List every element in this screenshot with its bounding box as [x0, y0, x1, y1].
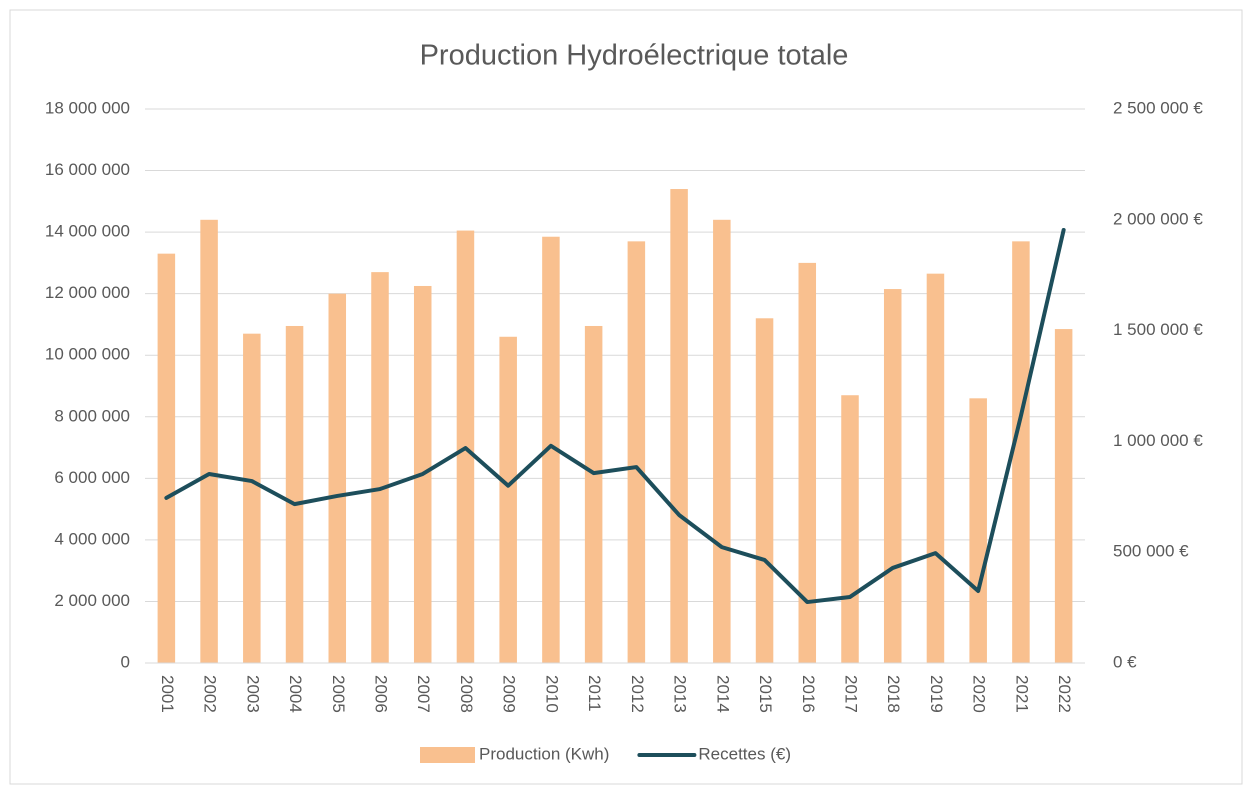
- bar: [542, 236, 560, 663]
- y-tick-label: 10 000 000: [45, 345, 130, 364]
- y2-tick-label: 500 000 €: [1113, 542, 1189, 561]
- bar: [841, 395, 859, 663]
- y2-tick-label: 2 500 000 €: [1113, 98, 1203, 117]
- y-tick-label: 0: [121, 652, 130, 671]
- x-tick-label: 2017: [842, 675, 861, 713]
- bar: [157, 253, 176, 663]
- x-tick-label: 2008: [457, 675, 476, 713]
- x-tick-label: 2013: [671, 675, 690, 713]
- x-tick-label: 2009: [500, 675, 519, 713]
- x-tick-label: 2001: [158, 675, 177, 713]
- bar: [798, 262, 817, 663]
- y-tick-label: 18 000 000: [45, 98, 130, 117]
- bar: [1054, 329, 1073, 663]
- legend-label: Production (Kwh): [479, 744, 609, 763]
- line: [164, 227, 1066, 605]
- y2-tick-label: 1 000 000 €: [1113, 431, 1203, 450]
- y-tick-label: 16 000 000: [45, 160, 130, 179]
- x-tick-label: 2014: [713, 675, 732, 713]
- y-tick-label: 8 000 000: [54, 406, 130, 425]
- y-tick-label: 4 000 000: [54, 529, 130, 548]
- x-tick-label: 2002: [201, 675, 220, 713]
- bar: [285, 325, 304, 663]
- y-tick-label: 14 000 000: [45, 222, 130, 241]
- chart-title: Production Hydroélectrique totale: [420, 40, 849, 72]
- x-tick-label: 2003: [243, 675, 262, 713]
- x-tick-label: 2018: [884, 675, 903, 713]
- x-tick-label: 2005: [329, 675, 348, 713]
- bar: [243, 333, 261, 663]
- x-tick-label: 2020: [970, 675, 989, 713]
- bar: [670, 189, 688, 663]
- legend-label: Recettes (€): [698, 744, 791, 763]
- x-tick-label: 2010: [542, 675, 561, 713]
- x-tick-label: 2016: [799, 675, 818, 713]
- bar: [1012, 241, 1030, 663]
- x-tick-label: 2012: [628, 675, 647, 713]
- bar: [200, 219, 218, 664]
- y-tick-label: 6 000 000: [54, 468, 130, 487]
- bar: [499, 336, 517, 663]
- x-tick-label: 2007: [414, 675, 433, 713]
- bar: [926, 273, 945, 663]
- y2-tick-label: 2 000 000 €: [1113, 209, 1203, 228]
- bar: [883, 289, 902, 663]
- x-tick-label: 2011: [585, 675, 604, 712]
- bar: [627, 241, 646, 663]
- y-tick-label: 2 000 000: [54, 591, 130, 610]
- x-tick-label: 2021: [1012, 675, 1031, 713]
- legend-swatch: [420, 747, 475, 763]
- y-tick-label: 12 000 000: [45, 283, 130, 302]
- y2-tick-label: 1 500 000 €: [1113, 320, 1203, 339]
- x-tick-label: 2019: [927, 675, 946, 713]
- y2-tick-label: 0 €: [1113, 652, 1137, 671]
- x-tick-label: 2022: [1055, 675, 1074, 713]
- bar: [371, 272, 389, 663]
- bar: [969, 398, 987, 663]
- bar: [328, 293, 347, 663]
- x-tick-label: 2015: [756, 675, 775, 713]
- x-tick-label: 2004: [286, 675, 305, 713]
- bar: [755, 318, 774, 663]
- x-tick-label: 2006: [372, 675, 391, 713]
- bar: [584, 325, 603, 663]
- bar: [713, 219, 731, 664]
